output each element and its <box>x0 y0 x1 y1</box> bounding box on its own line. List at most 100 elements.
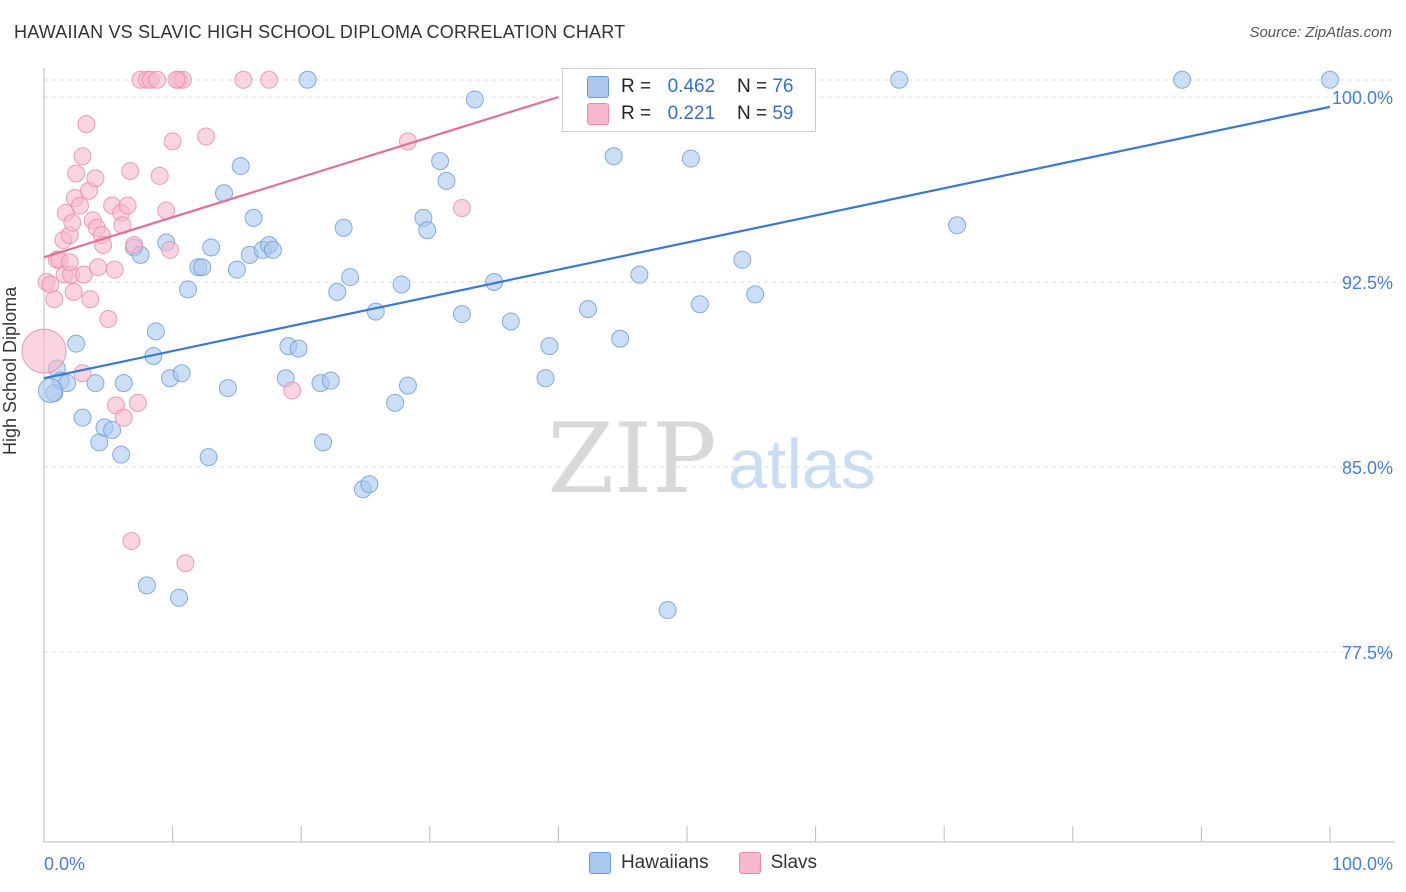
y-tick-label: 85.0% <box>1342 458 1393 478</box>
legend-r-label: R = <box>621 103 652 124</box>
watermark-zip: ZIP <box>547 403 716 515</box>
watermark: ZIP atlas <box>547 403 876 515</box>
hawaiian-point <box>179 280 198 299</box>
slav-point <box>452 199 471 217</box>
x-tick-label: 0.0% <box>44 854 85 874</box>
hawaiian-point <box>437 171 456 190</box>
legend-row-hawaiians: R = 0.462 N = 76 <box>587 75 793 99</box>
hawaiian-point <box>681 149 700 168</box>
legend-item-slavs[interactable]: Slavs <box>738 852 818 874</box>
data-points <box>21 70 1339 620</box>
hawaiian-point <box>193 258 212 277</box>
legend-n-label: N = <box>736 76 768 97</box>
hawaiian-point <box>202 238 221 257</box>
source-label: Source: ZipAtlas.com <box>1249 24 1392 41</box>
slav-point <box>60 253 79 272</box>
slav-point <box>64 282 83 301</box>
hawaiian-point <box>611 329 630 348</box>
hawaiian-point <box>604 147 623 166</box>
hawaiian-point <box>501 312 520 331</box>
hawaiian-point <box>103 421 122 439</box>
hawaiian-point <box>536 369 555 388</box>
legend-n-value: 59 <box>772 103 794 124</box>
legend-item-hawaiians[interactable]: Hawaiians <box>588 852 709 874</box>
hawaiian-point <box>172 364 191 383</box>
hawaiian-point <box>112 445 131 464</box>
correlation-legend: R = 0.462 N = 76 R = 0.221 N = 59 <box>562 68 816 132</box>
y-axis-label: High School Diploma <box>0 286 20 455</box>
hawaiian-point <box>658 601 677 620</box>
legend-n-value: 76 <box>772 76 794 97</box>
legend-label-hawaiians: Hawaiians <box>620 852 709 873</box>
slav-point <box>67 164 86 183</box>
hawaiian-point <box>630 265 649 284</box>
y-tick-label: 77.5% <box>1342 643 1393 663</box>
slav-point <box>118 196 137 215</box>
hawaiian-point <box>244 208 263 227</box>
legend-label-slavs: Slavs <box>770 852 818 873</box>
hawaiian-point <box>170 588 189 607</box>
legend-r-label: R = <box>621 76 652 97</box>
chart-title: HAWAIIAN VS SLAVIC HIGH SCHOOL DIPLOMA C… <box>14 22 626 42</box>
hawaiian-trend-line <box>43 105 1331 380</box>
hawaiian-point <box>199 448 218 467</box>
slav-point <box>161 240 180 259</box>
trend-lines <box>43 95 1331 380</box>
hawaiian-point <box>578 300 597 319</box>
slav-point <box>89 258 108 277</box>
slav-point <box>163 132 182 151</box>
slav-point <box>77 115 96 134</box>
hawaiian-point <box>418 221 437 240</box>
hawaiian-point <box>67 334 86 353</box>
hawaiian-point <box>452 305 471 324</box>
axes <box>43 68 1395 843</box>
legend-swatch-blue <box>587 76 609 98</box>
slav-trend-line <box>43 95 559 259</box>
slav-point <box>197 127 216 146</box>
hawaiian-point <box>263 240 282 259</box>
slav-point <box>234 70 253 89</box>
hawaiian-point <box>398 376 417 395</box>
hawaiian-point <box>465 90 484 109</box>
hawaiian-point <box>386 393 405 412</box>
slav-point <box>21 328 67 374</box>
legend-r-value: 0.462 <box>667 76 716 97</box>
slav-point <box>260 70 279 89</box>
hawaiian-point <box>341 268 360 287</box>
slav-point <box>86 169 105 188</box>
slav-point <box>122 532 141 550</box>
slav-point <box>114 408 133 427</box>
slav-point <box>167 70 186 89</box>
tick-labels: 77.5% 85.0% 92.5% 100.0% 0.0% 100.0% <box>44 88 1393 874</box>
legend-swatch-pink <box>738 852 761 874</box>
slav-point <box>148 70 167 89</box>
hawaiian-point <box>366 302 385 321</box>
hawaiian-point <box>360 475 379 494</box>
hawaiian-point <box>137 576 156 595</box>
hawaiian-point <box>328 282 347 301</box>
hawaiian-point <box>227 260 246 279</box>
slav-point <box>150 166 169 185</box>
slav-point <box>125 236 144 254</box>
legend-row-slavs: R = 0.221 N = 59 <box>587 102 793 126</box>
y-tick-label: 92.5% <box>1342 273 1393 293</box>
slav-point <box>105 260 124 279</box>
slav-point <box>128 393 147 412</box>
hawaiian-point <box>733 250 752 269</box>
hawaiian-point <box>298 70 317 89</box>
slav-point <box>176 554 195 573</box>
hawaiian-point <box>690 295 709 314</box>
series-legend: Hawaiians Slavs <box>0 852 1406 874</box>
hawaiian-point <box>37 378 63 404</box>
slav-point <box>73 364 92 383</box>
slav-point <box>99 310 118 328</box>
slav-point <box>63 213 82 232</box>
legend-n-label: N = <box>736 103 768 124</box>
slav-point <box>41 275 60 294</box>
hawaiian-point <box>73 408 92 427</box>
hawaiian-point <box>746 285 765 304</box>
hawaiian-point <box>1173 70 1192 89</box>
slav-point <box>81 290 100 309</box>
hawaiian-point <box>890 70 909 89</box>
